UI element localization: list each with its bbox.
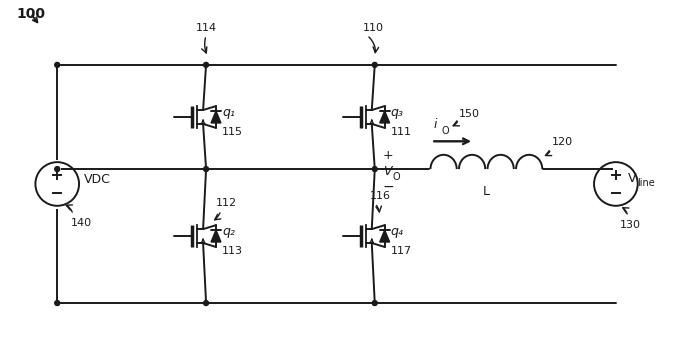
Text: 100: 100: [16, 7, 45, 21]
Text: O: O: [392, 172, 400, 182]
Text: 130: 130: [620, 220, 641, 230]
Circle shape: [55, 167, 60, 172]
Text: 111: 111: [390, 127, 412, 137]
Text: 140: 140: [71, 218, 92, 228]
Polygon shape: [380, 230, 390, 242]
Text: 110: 110: [363, 23, 384, 33]
Text: 117: 117: [390, 246, 412, 256]
Text: L: L: [483, 185, 490, 198]
Text: q₄: q₄: [390, 225, 403, 238]
Polygon shape: [380, 111, 390, 123]
Text: −: −: [383, 180, 394, 194]
Circle shape: [55, 62, 60, 67]
Circle shape: [204, 300, 209, 306]
Text: 112: 112: [216, 198, 237, 208]
Circle shape: [372, 62, 377, 67]
Text: VDC: VDC: [84, 173, 111, 186]
Circle shape: [204, 167, 209, 172]
Text: 115: 115: [222, 127, 243, 137]
Polygon shape: [211, 230, 221, 242]
Text: V: V: [628, 172, 637, 185]
Text: i: i: [434, 118, 437, 131]
Text: q₂: q₂: [222, 225, 235, 238]
Text: 150: 150: [459, 109, 480, 120]
Text: V: V: [383, 164, 391, 178]
Text: 114: 114: [196, 23, 217, 33]
Circle shape: [204, 62, 209, 67]
Text: O: O: [441, 126, 449, 136]
Circle shape: [372, 300, 377, 306]
Text: q₃: q₃: [390, 106, 403, 118]
Text: +: +: [383, 149, 393, 162]
Circle shape: [372, 167, 377, 172]
Text: 116: 116: [370, 191, 391, 201]
Polygon shape: [211, 111, 221, 123]
Text: 120: 120: [552, 137, 573, 147]
Text: q₁: q₁: [222, 106, 235, 118]
Text: 113: 113: [222, 246, 243, 256]
Circle shape: [55, 300, 60, 306]
Text: line: line: [637, 178, 654, 188]
